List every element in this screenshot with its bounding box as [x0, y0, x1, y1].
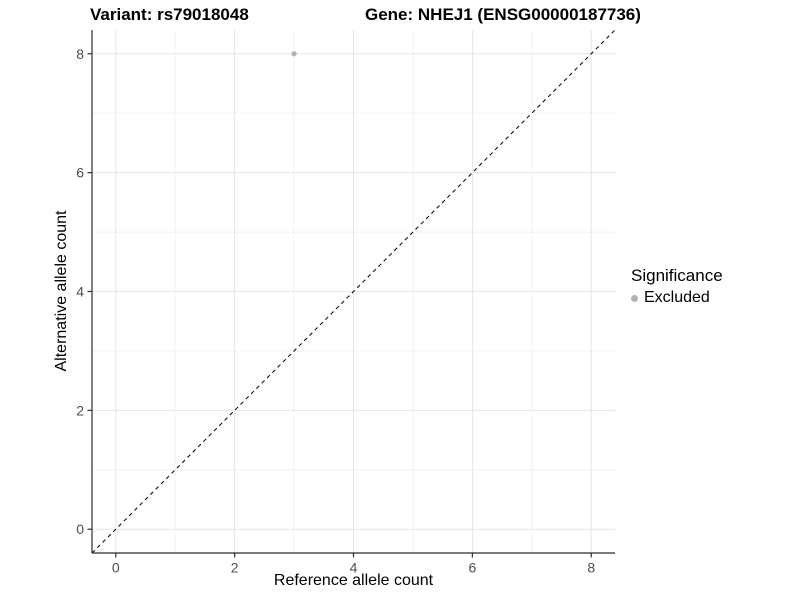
x-tick-label: 4 — [350, 559, 358, 575]
legend: Significance Excluded — [631, 266, 723, 307]
identity-dashed-line — [91, 29, 616, 554]
x-tick-label: 2 — [231, 559, 239, 575]
variant-title: Variant: rs79018048 — [90, 5, 249, 24]
y-tick-label: 6 — [76, 165, 84, 181]
x-tick-label: 0 — [112, 559, 120, 575]
excluded-swatch-icon — [631, 294, 638, 302]
gene-title: Gene: NHEJ1 (ENSG00000187736) — [365, 5, 641, 24]
legend-item-excluded: Excluded — [631, 289, 723, 307]
y-tick-label: 2 — [76, 402, 84, 418]
legend-title: Significance — [631, 266, 723, 285]
x-tick-label: 8 — [587, 559, 595, 575]
y-tick-label: 8 — [76, 46, 84, 62]
y-axis-title: Alternative allele count — [53, 210, 70, 372]
legend-item-label: Excluded — [644, 289, 710, 306]
y-tick-label: 4 — [76, 284, 84, 300]
y-tick-label: 0 — [76, 521, 84, 537]
x-tick-label: 6 — [468, 559, 476, 575]
data-point — [291, 51, 297, 57]
x-axis-title: Reference allele count — [273, 572, 434, 589]
